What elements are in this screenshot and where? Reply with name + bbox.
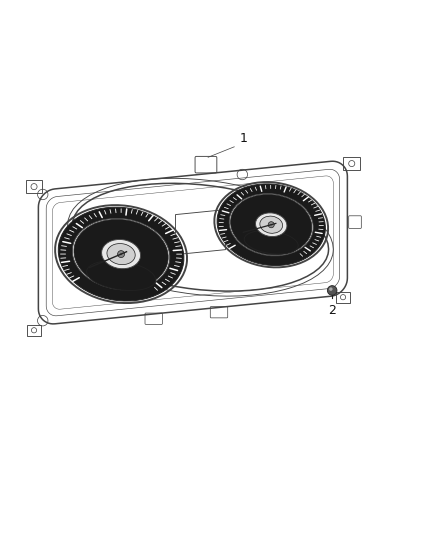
Circle shape (327, 286, 337, 295)
Ellipse shape (87, 261, 155, 290)
Ellipse shape (230, 195, 312, 255)
Ellipse shape (255, 213, 287, 237)
Text: 2: 2 (328, 304, 336, 317)
Ellipse shape (107, 244, 135, 265)
Ellipse shape (244, 231, 298, 254)
Circle shape (117, 251, 124, 257)
Circle shape (268, 222, 274, 228)
Ellipse shape (260, 216, 283, 233)
Text: 1: 1 (240, 132, 247, 144)
Ellipse shape (102, 239, 141, 269)
Ellipse shape (217, 184, 325, 265)
Ellipse shape (229, 193, 313, 256)
Circle shape (329, 287, 332, 291)
Ellipse shape (72, 219, 170, 290)
Ellipse shape (74, 220, 168, 289)
Ellipse shape (58, 207, 184, 301)
